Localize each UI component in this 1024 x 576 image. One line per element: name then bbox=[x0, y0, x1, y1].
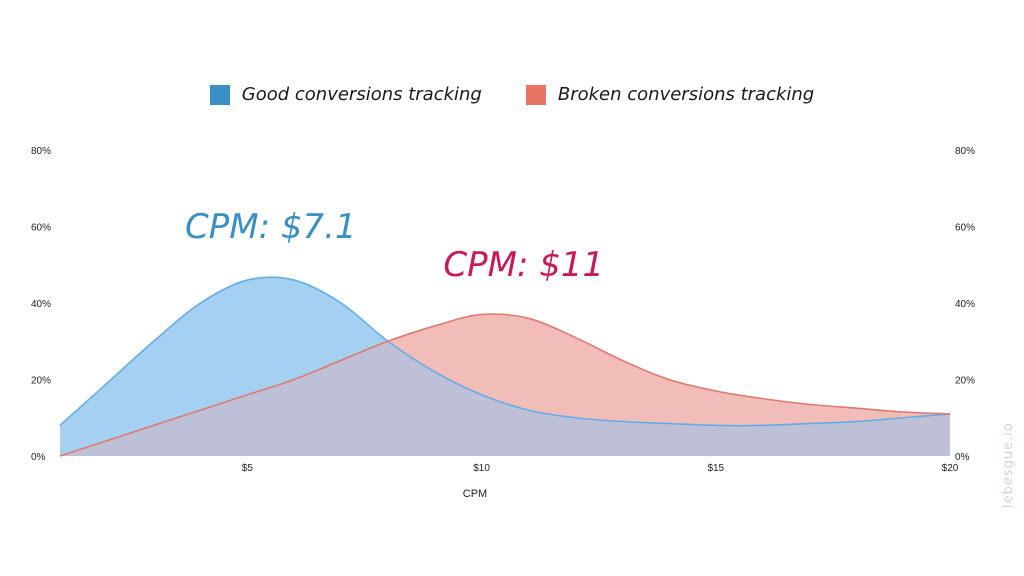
y-tick-right: 40% bbox=[955, 299, 975, 310]
y-tick-left: 40% bbox=[31, 299, 51, 310]
y-tick-right: 60% bbox=[955, 223, 975, 234]
broken-cpm-annotation: CPM: $11 bbox=[443, 245, 604, 285]
legend-label-broken: Broken conversions tracking bbox=[557, 84, 815, 105]
x-axis-title: CPM bbox=[463, 488, 487, 500]
line-broken bbox=[59, 313, 951, 457]
legend-label-good: Good conversions tracking bbox=[241, 84, 482, 105]
y-tick-right: 80% bbox=[955, 146, 975, 157]
y-tick-left: 20% bbox=[31, 376, 51, 387]
x-tick: $5 bbox=[242, 463, 254, 474]
legend-swatch-broken bbox=[525, 84, 546, 105]
y-tick-left: 80% bbox=[31, 146, 51, 157]
y-tick-right: 0% bbox=[955, 452, 970, 463]
x-tick: $10 bbox=[473, 463, 490, 474]
y-tick-right: 20% bbox=[955, 376, 975, 387]
x-tick: $15 bbox=[707, 463, 724, 474]
good-cpm-annotation: CPM: $7.1 bbox=[185, 207, 357, 247]
watermark: lebesgue.io bbox=[1001, 422, 1016, 508]
legend-item-broken[interactable]: Broken conversions tracking bbox=[525, 84, 815, 105]
line-good bbox=[59, 276, 951, 427]
legend-swatch-good bbox=[209, 84, 230, 105]
legend-item-good[interactable]: Good conversions tracking bbox=[209, 84, 482, 105]
legend: Good conversions tracking Broken convers… bbox=[0, 84, 1024, 105]
x-tick: $20 bbox=[942, 463, 959, 474]
y-tick-left: 60% bbox=[31, 223, 51, 234]
y-tick-left: 0% bbox=[31, 452, 46, 463]
